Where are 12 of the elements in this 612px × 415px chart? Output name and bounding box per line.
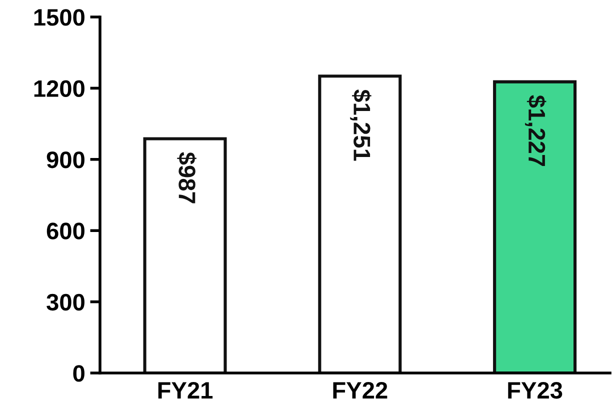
x-tick-label: FY22	[333, 382, 388, 398]
data-label: $1,251	[350, 89, 372, 161]
y-tick-label: 1200	[34, 80, 84, 97]
y-tick-label: 900	[46, 151, 84, 168]
x-tick-label: FY21	[158, 382, 213, 398]
y-tick-label: 1500	[34, 9, 84, 26]
data-label: $987	[177, 152, 196, 204]
y-tick-label: 600	[46, 222, 84, 240]
data-label: $1,227	[525, 95, 546, 166]
y-tick-label: 0	[73, 365, 84, 382]
y-tick-label: 300	[46, 294, 84, 311]
x-tick-label: FY23	[508, 382, 562, 399]
